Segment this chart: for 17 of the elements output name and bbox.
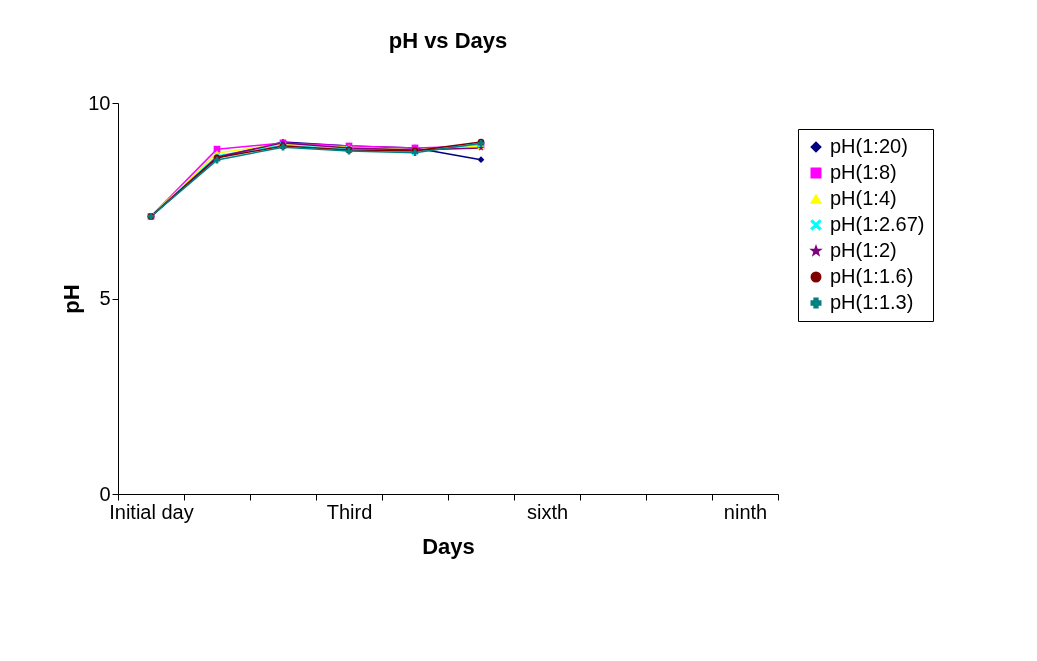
legend-label: pH(1:20) [830, 135, 908, 157]
y-axis-title: pH [59, 284, 85, 314]
legend-label: pH(1:8) [830, 161, 897, 183]
legend-label: pH(1:2) [830, 239, 897, 261]
chart-title: pH vs Days [388, 28, 508, 53]
legend-label: pH(1:4) [830, 187, 897, 209]
legend-label: pH(1:1.6) [830, 265, 914, 287]
y-tick-label: 0 [99, 482, 111, 505]
y-tick-label: 10 [88, 91, 111, 114]
x-tick-label: Third [326, 500, 373, 523]
legend-label: pH(1:1.3) [830, 291, 914, 313]
y-tick-label: 5 [99, 287, 111, 309]
x-axis-title: Days [422, 533, 475, 559]
x-tick-label: sixth [526, 500, 569, 523]
legend-label: pH(1:2.67) [830, 213, 925, 235]
x-tick-label: Initial day [109, 500, 194, 523]
x-tick-label: ninth [723, 500, 768, 523]
